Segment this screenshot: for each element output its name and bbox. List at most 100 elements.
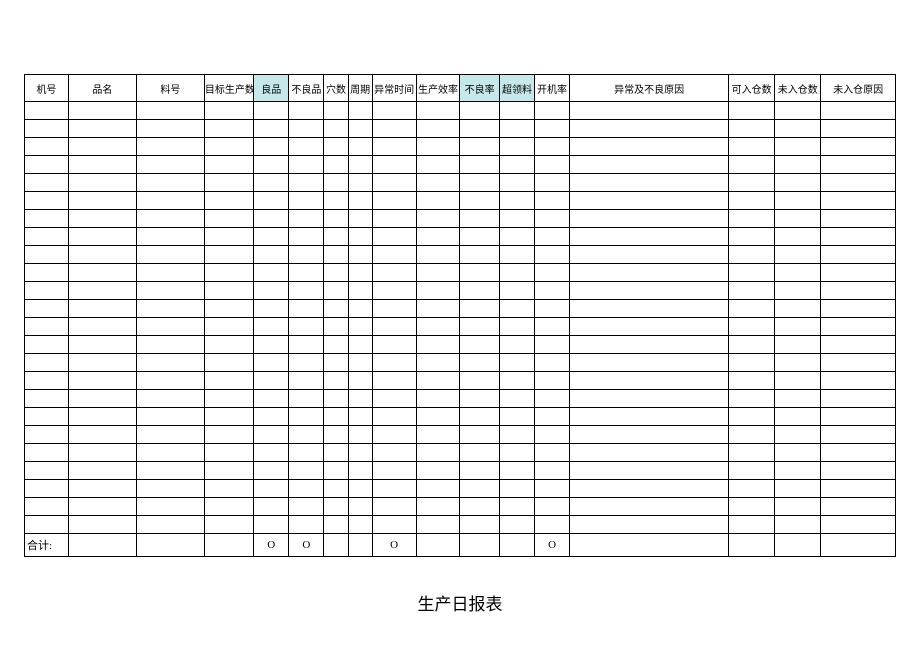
table-cell [204, 444, 253, 462]
table-cell [68, 192, 136, 210]
table-cell [25, 516, 69, 534]
table-cell [204, 318, 253, 336]
table-cell [289, 300, 324, 318]
table-cell [460, 246, 499, 264]
table-cell [136, 390, 204, 408]
table-cell [348, 210, 372, 228]
table-cell [821, 192, 896, 210]
totals-cell [460, 534, 499, 557]
table-cell [460, 282, 499, 300]
table-row [25, 318, 896, 336]
table-cell [254, 336, 289, 354]
table-cell [775, 462, 821, 480]
table-cell [204, 480, 253, 498]
table-cell [324, 282, 348, 300]
table-cell [570, 498, 729, 516]
table-cell [348, 282, 372, 300]
table-cell [289, 336, 324, 354]
table-cell [535, 516, 570, 534]
report-table: 机号品名料号目标生产数良品不良品穴数周期异常时间生产效率不良率超领料开机率异常及… [24, 74, 896, 557]
table-cell [68, 318, 136, 336]
table-cell [499, 372, 534, 390]
table-cell [324, 138, 348, 156]
table-cell [254, 318, 289, 336]
table-cell [204, 210, 253, 228]
table-cell [254, 282, 289, 300]
table-cell [775, 210, 821, 228]
table-cell [289, 354, 324, 372]
table-cell [204, 408, 253, 426]
table-cell [324, 408, 348, 426]
table-cell [289, 408, 324, 426]
table-cell [254, 426, 289, 444]
table-cell [570, 462, 729, 480]
table-cell [324, 192, 348, 210]
table-cell [254, 462, 289, 480]
table-cell [254, 210, 289, 228]
table-row [25, 138, 896, 156]
table-cell [460, 228, 499, 246]
table-cell [136, 354, 204, 372]
table-cell [68, 390, 136, 408]
table-cell [25, 192, 69, 210]
table-cell [535, 498, 570, 516]
table-cell [499, 102, 534, 120]
table-cell [821, 174, 896, 192]
page-title: 生产日报表 [0, 590, 920, 615]
table-cell [499, 192, 534, 210]
table-cell [416, 282, 460, 300]
column-header: 穴数 [324, 75, 348, 102]
table-cell [570, 354, 729, 372]
table-cell [729, 156, 775, 174]
table-cell [499, 138, 534, 156]
table-cell [25, 462, 69, 480]
table-cell [416, 120, 460, 138]
table-cell [348, 156, 372, 174]
totals-cell [775, 534, 821, 557]
table-cell [416, 462, 460, 480]
table-cell [372, 498, 416, 516]
table-cell [535, 300, 570, 318]
table-cell [348, 318, 372, 336]
table-cell [324, 300, 348, 318]
table-cell [254, 192, 289, 210]
table-cell [25, 390, 69, 408]
column-header: 品名 [68, 75, 136, 102]
table-cell [729, 210, 775, 228]
table-cell [570, 228, 729, 246]
table-cell [535, 336, 570, 354]
table-cell [535, 462, 570, 480]
table-cell [136, 336, 204, 354]
table-cell [460, 354, 499, 372]
table-row [25, 156, 896, 174]
table-cell [324, 498, 348, 516]
table-cell [25, 228, 69, 246]
table-cell [460, 390, 499, 408]
totals-cell: O [535, 534, 570, 557]
table-cell [372, 156, 416, 174]
table-cell [499, 390, 534, 408]
table-cell [372, 408, 416, 426]
table-cell [68, 282, 136, 300]
table-cell [204, 300, 253, 318]
table-cell [254, 498, 289, 516]
table-cell [136, 408, 204, 426]
table-cell [821, 318, 896, 336]
table-cell [460, 408, 499, 426]
table-row [25, 480, 896, 498]
table-cell [25, 498, 69, 516]
table-cell [204, 246, 253, 264]
column-header: 可入仓数 [729, 75, 775, 102]
table-cell [289, 462, 324, 480]
table-cell [136, 300, 204, 318]
table-cell [729, 480, 775, 498]
table-cell [416, 174, 460, 192]
table-cell [570, 426, 729, 444]
table-cell [136, 462, 204, 480]
totals-cell [416, 534, 460, 557]
table-cell [348, 138, 372, 156]
table-cell [460, 516, 499, 534]
table-cell [136, 120, 204, 138]
table-cell [460, 336, 499, 354]
table-cell [499, 174, 534, 192]
